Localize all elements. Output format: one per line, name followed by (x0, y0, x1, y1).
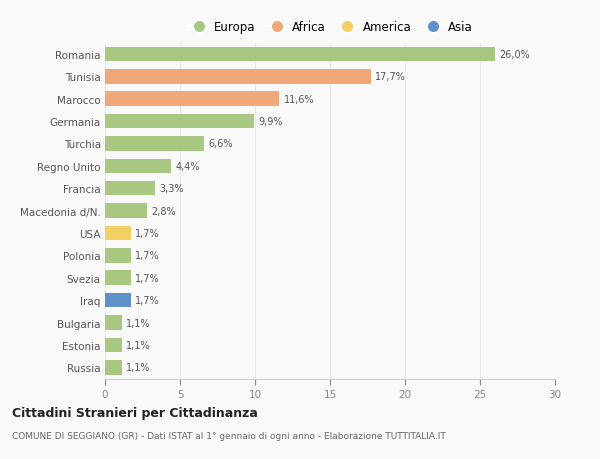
Text: 1,7%: 1,7% (135, 251, 160, 261)
Text: 9,9%: 9,9% (258, 117, 283, 127)
Bar (105, 249, 131, 263)
Text: 1,1%: 1,1% (126, 363, 151, 373)
Bar (105, 360, 121, 375)
Text: 11,6%: 11,6% (284, 95, 314, 105)
Bar (105, 226, 131, 241)
Bar (105, 70, 371, 84)
Text: 6,6%: 6,6% (209, 139, 233, 149)
Legend: Europa, Africa, America, Asia: Europa, Africa, America, Asia (182, 16, 478, 39)
Text: COMUNE DI SEGGIANO (GR) - Dati ISTAT al 1° gennaio di ogni anno - Elaborazione T: COMUNE DI SEGGIANO (GR) - Dati ISTAT al … (12, 431, 446, 441)
Bar (105, 204, 147, 218)
Text: Cittadini Stranieri per Cittadinanza: Cittadini Stranieri per Cittadinanza (12, 406, 258, 419)
Text: 1,7%: 1,7% (135, 229, 160, 239)
Bar (105, 137, 204, 151)
Bar (105, 338, 121, 353)
Text: 1,7%: 1,7% (135, 296, 160, 306)
Bar (105, 92, 279, 106)
Text: 1,1%: 1,1% (126, 318, 151, 328)
Text: 26,0%: 26,0% (499, 50, 530, 60)
Text: 1,1%: 1,1% (126, 340, 151, 350)
Bar (105, 48, 495, 62)
Bar (105, 293, 131, 308)
Text: 17,7%: 17,7% (375, 72, 406, 82)
Text: 3,3%: 3,3% (159, 184, 184, 194)
Bar (105, 182, 155, 196)
Bar (105, 159, 171, 174)
Bar (105, 316, 121, 330)
Text: 2,8%: 2,8% (151, 206, 176, 216)
Text: 1,7%: 1,7% (135, 273, 160, 283)
Text: 4,4%: 4,4% (176, 162, 200, 172)
Bar (105, 271, 131, 285)
Bar (105, 115, 254, 129)
